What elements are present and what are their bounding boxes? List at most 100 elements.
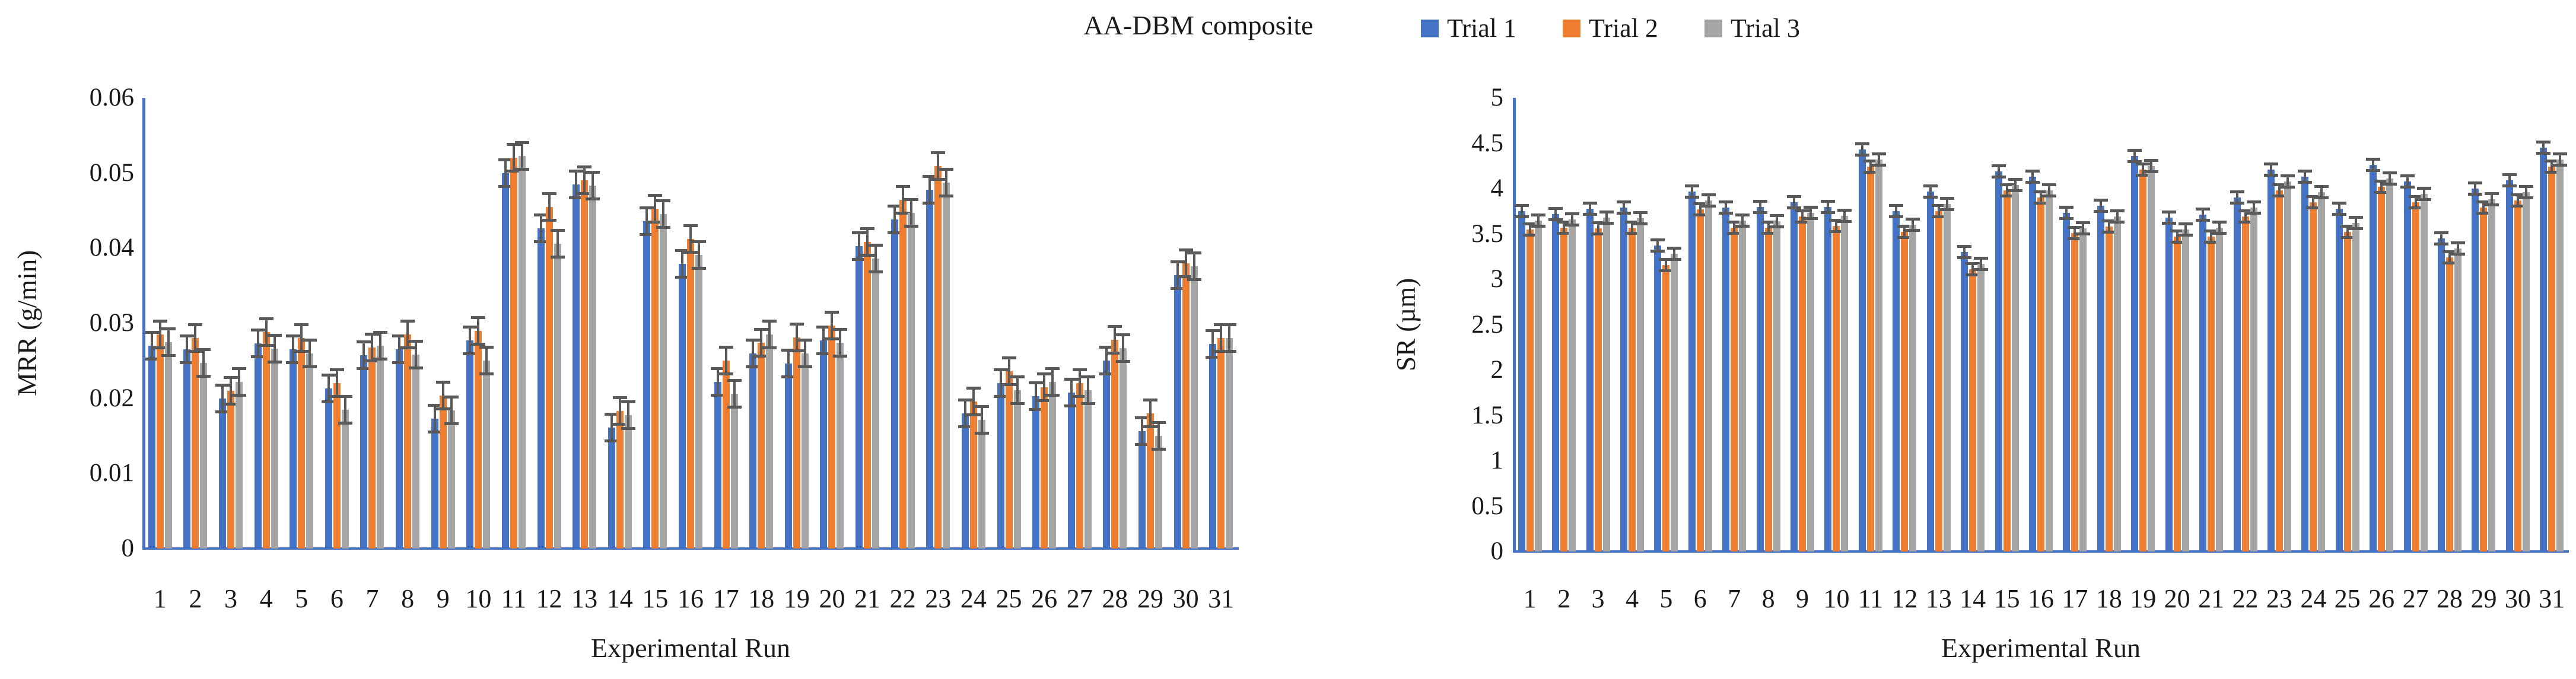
error-bar-cap-bottom [1045, 394, 1060, 397]
error-bar-cap-top [2246, 200, 2261, 203]
error-bar-cap-bottom [1037, 399, 1052, 402]
x-tick-label: 3 [1591, 584, 1605, 613]
error-bar-cap-top [1599, 211, 1614, 213]
error-bar-stem [194, 323, 197, 353]
error-bar-stem [2150, 159, 2153, 173]
error-bar-stem [2457, 241, 2460, 256]
error-bar-cap-bottom [754, 355, 769, 358]
bar-trial1-run-14 [604, 413, 619, 549]
error-bar-cap-top [215, 384, 230, 387]
error-bar-stem [1673, 247, 1676, 261]
error-bar-cap-bottom [2510, 205, 2525, 208]
bar-trial1-run-22 [887, 205, 902, 549]
error-bar-stem [1758, 200, 1761, 214]
error-bar-cap-bottom [2476, 212, 2491, 215]
error-bar-cap-bottom [1735, 225, 1750, 228]
error-bar-stem [1571, 212, 1574, 227]
error-bar-cap-top [1897, 225, 1912, 228]
bar-trial1-run-17 [710, 367, 725, 549]
bar-trial2-run-26 [1037, 372, 1052, 549]
error-bar-cap-top [1045, 367, 1060, 370]
error-bar-cap-top [2468, 181, 2483, 184]
x-tick-label: 14 [606, 584, 633, 613]
error-bar-cap-top [1701, 193, 1716, 196]
x-tick-label: 8 [1761, 584, 1775, 613]
error-bar-cap-bottom [974, 432, 989, 435]
bar-group-run-13 [1922, 98, 1955, 552]
error-bar-stem [831, 311, 834, 340]
error-bar-cap-top [754, 328, 769, 331]
error-bar-cap-bottom [1170, 287, 1185, 290]
error-bar-stem [680, 249, 683, 279]
bar-group-run-12 [1888, 98, 1922, 552]
error-bar-stem [2252, 200, 2255, 215]
error-bar-cap-top [797, 339, 812, 342]
bar-group-run-20 [2160, 98, 2194, 552]
error-bar-cap-bottom [1624, 232, 1639, 235]
error-bar-stem [1963, 245, 1966, 259]
error-bar-cap-bottom [727, 406, 742, 409]
error-bar-cap-top [1871, 152, 1886, 155]
bar-trial3-run-27 [2416, 187, 2431, 552]
error-bar-cap-bottom [1143, 425, 1157, 428]
error-bar-cap-top [1719, 200, 1734, 203]
error-bar-cap-top [1001, 356, 1016, 359]
error-bar-cap-top [2340, 225, 2355, 228]
bar-group-run-20 [815, 98, 850, 549]
bar-trial1-run-31 [2536, 141, 2551, 552]
error-bar-cap-top [498, 158, 513, 161]
bar-trial1-run-21 [852, 231, 867, 549]
error-bar-cap-top [1037, 372, 1052, 375]
x-tick-label: 18 [2095, 584, 2122, 613]
error-bar-cap-top [1582, 202, 1597, 205]
error-bar-cap-top [2204, 229, 2219, 232]
error-bar-stem [1035, 381, 1038, 411]
error-bar-cap-bottom [869, 270, 883, 273]
error-bar-cap-top [357, 340, 371, 343]
error-bar-cap-bottom [1719, 212, 1734, 215]
error-bar-cap-top [1557, 221, 1572, 224]
error-bar-stem [2372, 158, 2375, 172]
bar-group-run-18 [743, 98, 779, 549]
error-bar-cap-bottom [860, 254, 875, 257]
error-bar-stem [1809, 206, 1812, 220]
y-tick-label: 0.03 [89, 309, 134, 337]
error-bar-cap-bottom [161, 354, 176, 357]
error-bar-cap-top [2314, 185, 2329, 188]
bar-trial2-run-30 [1178, 248, 1193, 549]
error-bar-stem [1605, 211, 1608, 225]
bar-trial3-run-9 [1804, 206, 1818, 552]
error-bar-cap-bottom [1855, 154, 1869, 157]
bar-trial2-run-27 [1072, 368, 1087, 549]
error-bar-cap-top [1591, 221, 1605, 224]
bar-trial3-run-26 [1045, 367, 1060, 549]
error-bar-cap-bottom [656, 226, 671, 229]
bar-group-run-17 [2058, 98, 2092, 552]
legend: Trial 1 Trial 2 Trial 3 [1421, 13, 1800, 43]
error-bar-cap-bottom [357, 367, 371, 370]
bar-trial1-run-13 [569, 170, 584, 549]
error-bar-cap-top [1974, 257, 1989, 260]
bar-trial2-run-29 [1143, 399, 1157, 549]
bar-group-run-7 [1718, 98, 1751, 552]
error-bar-stem [2542, 141, 2545, 155]
error-bar-cap-top [923, 175, 937, 178]
error-bar-cap-bottom [586, 197, 600, 200]
bar-trial1-run-4 [250, 329, 265, 549]
error-bar-cap-top [2178, 222, 2193, 225]
x-tick-label: 11 [1858, 584, 1884, 613]
trial2-swatch-icon [1562, 19, 1580, 37]
error-bar-cap-top [1693, 202, 1707, 205]
error-bar-stem [1070, 378, 1073, 407]
x-tick-label: 7 [365, 584, 379, 613]
error-bar-stem [2202, 208, 2205, 222]
error-bar-stem [1051, 367, 1054, 397]
error-bar-cap-bottom [542, 219, 556, 222]
bar-group-run-22 [885, 98, 921, 549]
error-bar-stem [618, 396, 621, 426]
bar-trial3-run-8 [409, 340, 424, 549]
bar-trial2-run-14 [612, 396, 627, 549]
error-bar-cap-bottom [2485, 203, 2499, 206]
error-bar-stem [1016, 375, 1019, 405]
bar-group-run-5 [1649, 98, 1683, 552]
